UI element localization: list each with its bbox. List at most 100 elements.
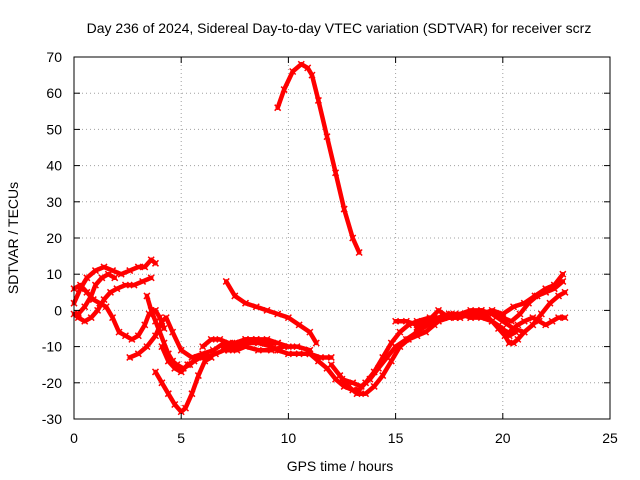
- data-point: [370, 382, 378, 390]
- data-point: [445, 314, 453, 322]
- data-point: [323, 133, 331, 141]
- data-point: [327, 353, 335, 361]
- data-point: [162, 314, 170, 322]
- data-point: [314, 96, 322, 104]
- y-tick-label: 70: [46, 49, 62, 65]
- data-point: [87, 292, 95, 300]
- data-point: [514, 335, 522, 343]
- data-point: [308, 71, 316, 79]
- data-point: [434, 306, 443, 314]
- series-arc-3: [70, 274, 155, 325]
- data-point: [130, 281, 138, 289]
- data-point: [94, 306, 102, 314]
- data-point: [222, 277, 230, 285]
- data-point: [231, 292, 239, 300]
- data-point: [100, 296, 108, 304]
- data-point: [467, 306, 475, 314]
- series-line: [339, 315, 441, 389]
- data-point: [402, 317, 410, 325]
- data-point: [355, 248, 363, 257]
- data-point: [555, 314, 563, 322]
- data-point: [233, 346, 241, 354]
- data-point: [224, 346, 232, 354]
- data-point: [520, 328, 528, 336]
- data-point: [81, 317, 89, 325]
- data-point: [164, 357, 172, 365]
- data-point: [102, 303, 110, 311]
- data-point: [156, 328, 164, 336]
- data-point: [91, 267, 99, 275]
- data-point: [158, 343, 166, 351]
- data-point: [424, 317, 432, 325]
- data-point: [141, 263, 149, 271]
- data-point: [509, 303, 518, 311]
- data-point: [516, 310, 524, 318]
- data-point: [263, 306, 271, 314]
- series-arc-4: [74, 270, 119, 318]
- data-point: [139, 277, 147, 285]
- series-arc-21: [467, 270, 567, 322]
- data-point: [190, 357, 198, 365]
- data-point: [499, 310, 507, 318]
- data-point: [529, 321, 537, 329]
- chart-title: Day 236 of 2024, Sidereal Day-to-day VTE…: [87, 20, 592, 36]
- data-point: [467, 314, 475, 322]
- data-point: [499, 317, 507, 325]
- data-point: [392, 317, 400, 325]
- data-point: [274, 339, 282, 347]
- data-point: [109, 314, 117, 322]
- y-tick-label: 60: [46, 85, 62, 101]
- data-point: [413, 324, 421, 333]
- data-point: [295, 321, 303, 329]
- data-point: [402, 335, 410, 343]
- data-point: [254, 346, 262, 354]
- x-tick-label: 5: [177, 430, 185, 446]
- data-point: [194, 372, 202, 380]
- data-point: [171, 364, 179, 372]
- data-point: [293, 343, 301, 351]
- data-point: [171, 400, 179, 409]
- y-tick-label: 20: [46, 230, 62, 246]
- data-point: [76, 281, 84, 289]
- data-point: [349, 234, 357, 242]
- data-point: [304, 64, 312, 72]
- data-point: [559, 270, 567, 278]
- series-arc-22: [505, 314, 569, 336]
- data-point: [158, 379, 166, 387]
- data-point: [241, 343, 250, 351]
- data-point: [362, 390, 370, 398]
- data-point: [111, 274, 119, 282]
- series-arc-12: [222, 277, 320, 347]
- data-point: [280, 86, 288, 94]
- data-point: [546, 299, 554, 307]
- data-point: [151, 317, 160, 325]
- data-point: [353, 390, 361, 398]
- data-point: [520, 317, 528, 325]
- data-point: [314, 357, 322, 365]
- data-point: [379, 372, 387, 380]
- data-point: [134, 350, 142, 358]
- data-point: [113, 285, 121, 293]
- data-point: [280, 343, 288, 351]
- series-arc-7: [151, 353, 215, 416]
- data-point: [274, 104, 282, 112]
- data-point: [241, 335, 250, 343]
- data-point: [542, 285, 550, 293]
- data-point: [241, 299, 250, 307]
- data-point: [494, 324, 503, 333]
- data-point: [81, 303, 89, 311]
- data-point: [263, 335, 271, 343]
- data-point: [357, 382, 365, 390]
- data-point: [289, 67, 297, 76]
- series-arc-16: [327, 310, 464, 398]
- data-point: [374, 364, 382, 372]
- data-point: [164, 390, 172, 398]
- data-point: [231, 339, 239, 347]
- data-series: [70, 60, 569, 416]
- data-point: [87, 314, 95, 322]
- data-point: [509, 324, 518, 333]
- data-point: [295, 350, 303, 358]
- data-point: [147, 306, 155, 314]
- data-point: [177, 346, 185, 354]
- data-point: [392, 343, 400, 351]
